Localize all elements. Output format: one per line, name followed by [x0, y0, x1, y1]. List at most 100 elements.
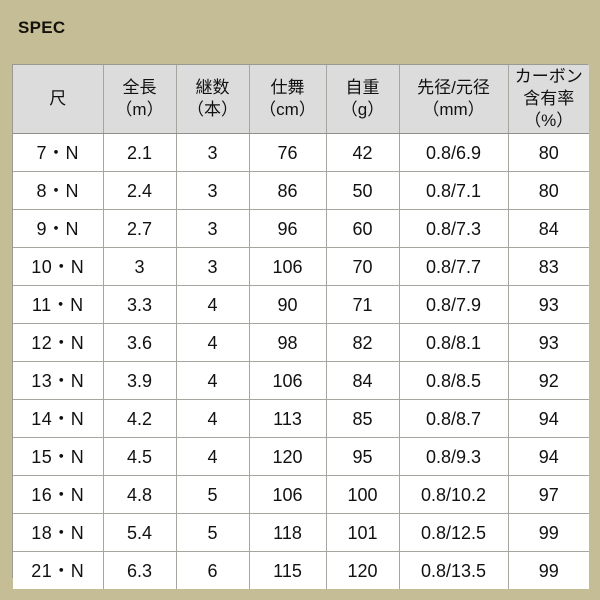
cell-carbon-content: 99	[508, 551, 589, 589]
column-header-carbon-content-line2: 含有率	[523, 89, 575, 108]
column-header-closed-length-line1: 仕舞	[270, 78, 305, 97]
spec-table-container: 尺 全長 （m） 継数 （本） 仕舞 （cm） 自重 （g）	[12, 64, 589, 589]
cell-carbon-content: 94	[508, 399, 589, 438]
cell-length: 2.7	[103, 209, 177, 248]
cell-shaku: 8・N	[13, 171, 104, 210]
column-header-pieces-line2: （本）	[187, 100, 238, 119]
cell-pieces: 3	[176, 247, 250, 286]
table-row: 21・N 6.3 6 115 120 0.8/13.5 99	[13, 551, 589, 589]
cell-diameter: 0.8/8.1	[399, 323, 509, 362]
cell-pieces: 4	[176, 361, 250, 400]
cell-shaku: 16・N	[13, 475, 104, 514]
column-header-weight-line1: 自重	[345, 78, 380, 97]
cell-weight: 85	[326, 399, 400, 438]
cell-carbon-content: 80	[508, 133, 589, 172]
header-row: 尺 全長 （m） 継数 （本） 仕舞 （cm） 自重 （g）	[13, 65, 589, 134]
cell-carbon-content: 83	[508, 247, 589, 286]
cell-shaku: 15・N	[13, 437, 104, 476]
cell-diameter: 0.8/13.5	[399, 551, 509, 589]
cell-shaku: 12・N	[13, 323, 104, 362]
column-header-length: 全長 （m）	[103, 65, 177, 134]
column-header-weight-line2: （g）	[340, 100, 385, 119]
cell-closed-length: 76	[249, 133, 327, 172]
table-row: 15・N 4.5 4 120 95 0.8/9.3 94	[13, 437, 589, 476]
table-row: 8・N 2.4 3 86 50 0.8/7.1 80	[13, 171, 589, 210]
cell-closed-length: 118	[249, 513, 327, 552]
cell-weight: 70	[326, 247, 400, 286]
table-row: 14・N 4.2 4 113 85 0.8/8.7 94	[13, 399, 589, 438]
cell-shaku: 14・N	[13, 399, 104, 438]
cell-closed-length: 106	[249, 247, 327, 286]
cell-weight: 84	[326, 361, 400, 400]
cell-closed-length: 90	[249, 285, 327, 324]
cell-carbon-content: 94	[508, 437, 589, 476]
table-row: 9・N 2.7 3 96 60 0.8/7.3 84	[13, 209, 589, 248]
cell-diameter: 0.8/6.9	[399, 133, 509, 172]
table-row: 10・N 3 3 106 70 0.8/7.7 83	[13, 247, 589, 286]
cell-shaku: 18・N	[13, 513, 104, 552]
cell-closed-length: 86	[249, 171, 327, 210]
cell-pieces: 6	[176, 551, 250, 589]
cell-pieces: 4	[176, 399, 250, 438]
table-row: 18・N 5.4 5 118 101 0.8/12.5 99	[13, 513, 589, 552]
cell-pieces: 3	[176, 209, 250, 248]
cell-pieces: 5	[176, 475, 250, 514]
column-header-diameter-line2: （mm）	[422, 100, 485, 119]
column-header-weight: 自重 （g）	[326, 65, 400, 134]
cell-diameter: 0.8/12.5	[399, 513, 509, 552]
spec-table: 尺 全長 （m） 継数 （本） 仕舞 （cm） 自重 （g）	[13, 65, 589, 589]
cell-shaku: 13・N	[13, 361, 104, 400]
cell-weight: 82	[326, 323, 400, 362]
cell-length: 3.9	[103, 361, 177, 400]
cell-closed-length: 115	[249, 551, 327, 589]
cell-diameter: 0.8/10.2	[399, 475, 509, 514]
cell-diameter: 0.8/8.5	[399, 361, 509, 400]
cell-weight: 120	[326, 551, 400, 589]
cell-weight: 42	[326, 133, 400, 172]
column-header-carbon-content-line3: （%）	[524, 111, 574, 130]
column-header-diameter: 先径/元径 （mm）	[399, 65, 509, 134]
table-body: 7・N 2.1 3 76 42 0.8/6.9 80 8・N 2.4 3 86 50 0.8/7.1 80…	[13, 133, 589, 589]
cell-closed-length: 98	[249, 323, 327, 362]
column-header-carbon-content-line1: カーボン	[514, 67, 583, 86]
cell-pieces: 4	[176, 285, 250, 324]
cell-weight: 100	[326, 475, 400, 514]
cell-length: 3	[103, 247, 177, 286]
cell-length: 2.4	[103, 171, 177, 210]
cell-carbon-content: 92	[508, 361, 589, 400]
cell-pieces: 4	[176, 437, 250, 476]
column-header-length-line1: 全長	[122, 78, 157, 97]
column-header-closed-length-line2: （cm）	[259, 100, 316, 119]
cell-carbon-content: 97	[508, 475, 589, 514]
cell-length: 5.4	[103, 513, 177, 552]
cell-carbon-content: 93	[508, 323, 589, 362]
column-header-length-line2: （m）	[115, 100, 164, 119]
cell-carbon-content: 80	[508, 171, 589, 210]
cell-closed-length: 106	[249, 361, 327, 400]
page-title: SPEC	[18, 18, 66, 37]
cell-length: 3.6	[103, 323, 177, 362]
cell-carbon-content: 84	[508, 209, 589, 248]
column-header-closed-length: 仕舞 （cm）	[249, 65, 327, 134]
cell-length: 4.8	[103, 475, 177, 514]
cell-length: 4.2	[103, 399, 177, 438]
table-row: 11・N 3.3 4 90 71 0.8/7.9 93	[13, 285, 589, 324]
cell-diameter: 0.8/7.1	[399, 171, 509, 210]
cell-length: 6.3	[103, 551, 177, 589]
column-header-pieces: 継数 （本）	[176, 65, 250, 134]
cell-weight: 60	[326, 209, 400, 248]
cell-diameter: 0.8/7.9	[399, 285, 509, 324]
cell-length: 2.1	[103, 133, 177, 172]
cell-weight: 71	[326, 285, 400, 324]
cell-closed-length: 113	[249, 399, 327, 438]
cell-shaku: 21・N	[13, 551, 104, 589]
cell-length: 3.3	[103, 285, 177, 324]
cell-diameter: 0.8/7.3	[399, 209, 509, 248]
cell-shaku: 7・N	[13, 133, 104, 172]
cell-length: 4.5	[103, 437, 177, 476]
cell-closed-length: 120	[249, 437, 327, 476]
table-row: 16・N 4.8 5 106 100 0.8/10.2 97	[13, 475, 589, 514]
table-row: 12・N 3.6 4 98 82 0.8/8.1 93	[13, 323, 589, 362]
cell-weight: 101	[326, 513, 400, 552]
cell-closed-length: 106	[249, 475, 327, 514]
